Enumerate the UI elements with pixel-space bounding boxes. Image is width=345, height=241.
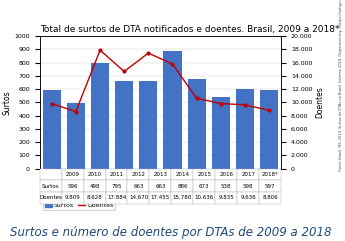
Y-axis label: Surtos: Surtos: [3, 90, 12, 115]
Bar: [188, 80, 206, 169]
Text: Fonte: Brasil, MS, 2019. Surtos de DTAs no Brasil. Informe 2018. Disponível em: : Fonte: Brasil, MS, 2019. Surtos de DTAs …: [339, 0, 343, 171]
Text: Total de surtos de DTA notificados e doentes. Brasil, 2009 a 2018*.: Total de surtos de DTA notificados e doe…: [40, 25, 342, 34]
Legend: Surtos, Doentes: Surtos, Doentes: [43, 201, 116, 210]
Bar: [212, 97, 230, 169]
Bar: [43, 90, 61, 169]
Bar: [260, 90, 278, 169]
Bar: [139, 81, 157, 169]
Bar: [91, 63, 109, 169]
Bar: [67, 103, 85, 169]
Bar: [115, 81, 133, 169]
Text: Surtos e número de doentes por DTAs de 2009 a 2018: Surtos e número de doentes por DTAs de 2…: [10, 226, 332, 239]
Y-axis label: Doentes: Doentes: [315, 87, 324, 118]
Bar: [164, 51, 181, 169]
Bar: [236, 89, 254, 169]
